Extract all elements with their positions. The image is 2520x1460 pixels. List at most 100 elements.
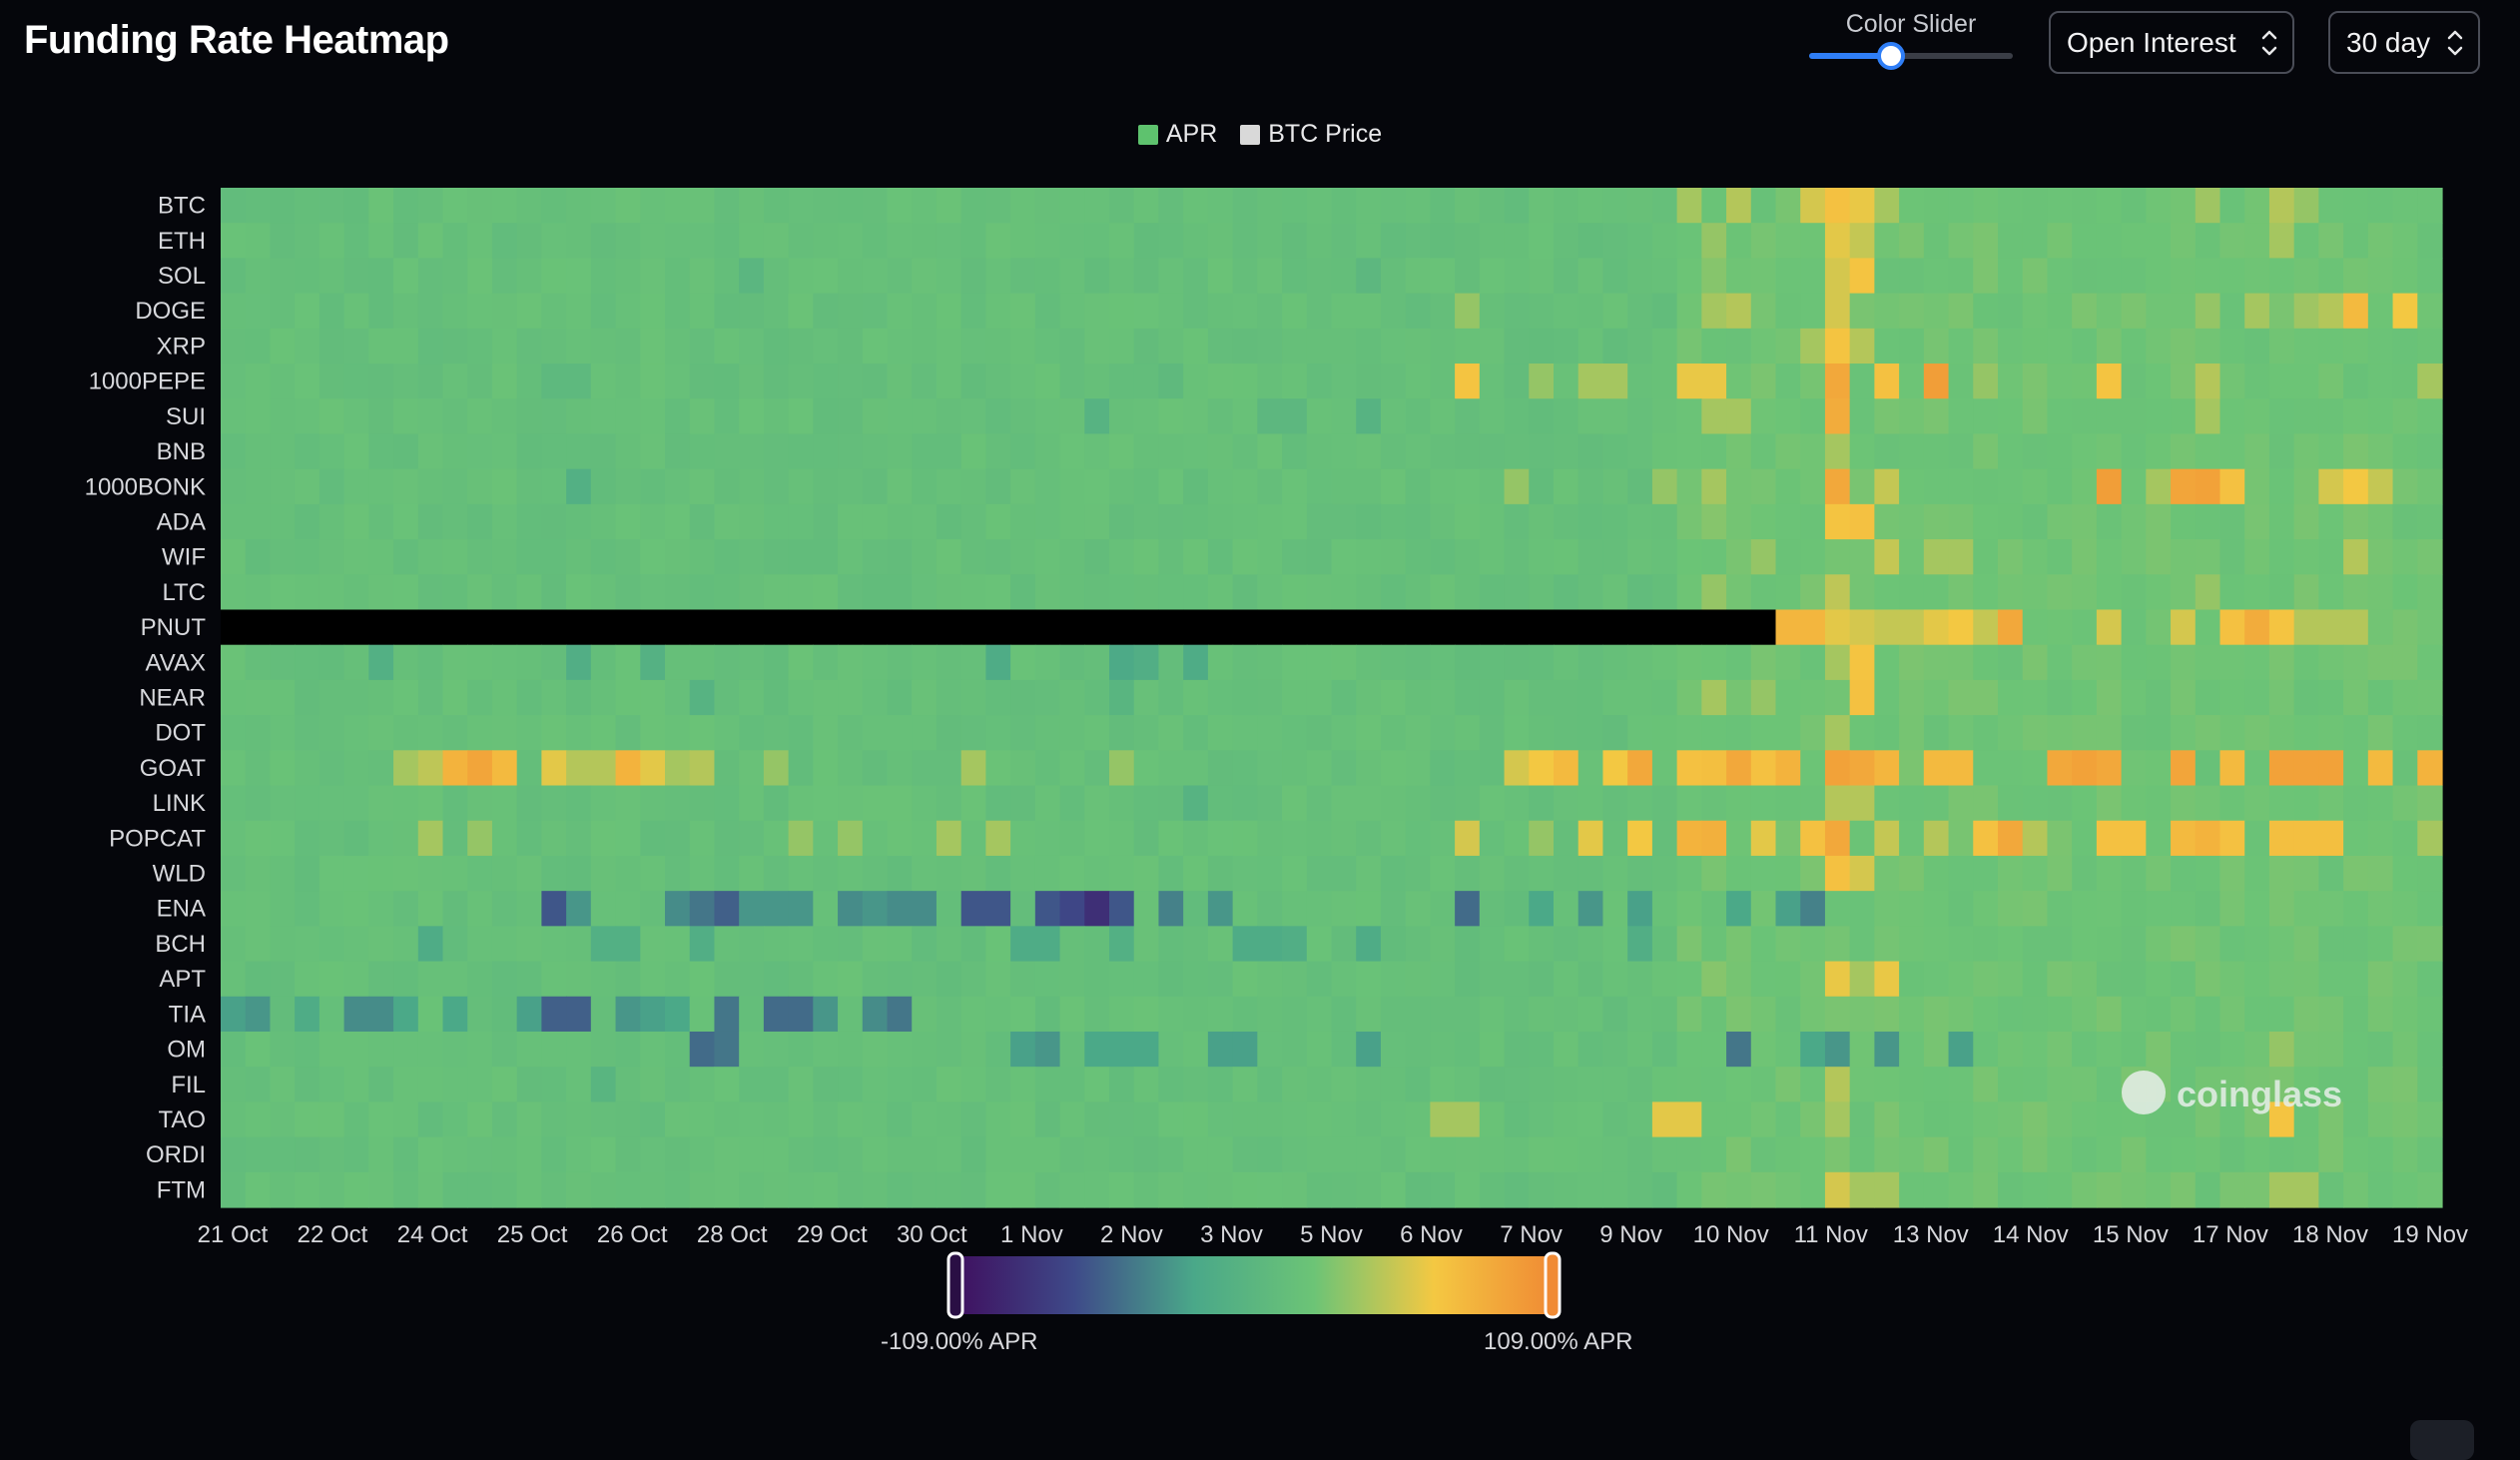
heatmap-cell[interactable] [590,574,617,611]
heatmap-cell[interactable] [1479,539,1506,575]
heatmap-cell[interactable] [2293,1101,2319,1138]
heatmap-cell[interactable] [221,855,247,892]
heatmap-cell[interactable] [1380,398,1407,435]
heatmap-cell[interactable] [689,679,716,716]
heatmap-cell[interactable] [2318,785,2344,822]
heatmap-cell[interactable] [1701,996,1727,1033]
heatmap-cell[interactable] [788,433,814,470]
heatmap-cell[interactable] [541,398,567,435]
heatmap-cell[interactable] [1529,223,1555,260]
heatmap-cell[interactable] [936,468,962,505]
heatmap-cell[interactable] [788,679,814,716]
heatmap-cell[interactable] [270,328,296,365]
heatmap-cell[interactable] [343,539,369,575]
heatmap-cell[interactable] [491,1101,518,1138]
heatmap-cell[interactable] [1084,820,1110,857]
heatmap-cell[interactable] [2318,364,2344,399]
heatmap-cell[interactable] [417,574,444,611]
heatmap-cell[interactable] [1232,644,1258,681]
heatmap-cell[interactable] [1726,715,1752,751]
heatmap-cell[interactable] [1577,398,1604,435]
heatmap-cell[interactable] [763,574,790,611]
heatmap-cell[interactable] [714,926,740,963]
heatmap-cell[interactable] [245,364,272,399]
heatmap-cell[interactable] [2171,258,2197,295]
heatmap-cell[interactable] [1257,891,1283,927]
heatmap-cell[interactable] [862,715,889,751]
heatmap-cell[interactable] [2195,1031,2221,1068]
heatmap-cell[interactable] [1726,398,1752,435]
heatmap-cell[interactable] [1651,1171,1678,1208]
heatmap-cell[interactable] [912,609,938,646]
metric-select[interactable]: Open Interest [2049,11,2294,74]
heatmap-cell[interactable] [221,891,247,927]
heatmap-cell[interactable] [689,609,716,646]
heatmap-cell[interactable] [1948,293,1974,330]
heatmap-cell[interactable] [640,398,666,435]
heatmap-cell[interactable] [1380,433,1407,470]
heatmap-cell[interactable] [1405,503,1431,540]
heatmap-cell[interactable] [2417,609,2443,646]
heatmap-cell[interactable] [368,1136,394,1173]
heatmap-cell[interactable] [813,293,839,330]
heatmap-cell[interactable] [1651,364,1678,399]
heatmap-cell[interactable] [1331,644,1357,681]
heatmap-cell[interactable] [2022,891,2049,927]
heatmap-cell[interactable] [1602,750,1628,787]
heatmap-cell[interactable] [1775,433,1801,470]
heatmap-cell[interactable] [1849,1067,1875,1102]
heatmap-cell[interactable] [1109,961,1135,998]
heatmap-cell[interactable] [1479,855,1506,892]
heatmap-cell[interactable] [343,1067,369,1102]
heatmap-cell[interactable] [2146,679,2172,716]
heatmap-cell[interactable] [1455,609,1481,646]
heatmap-cell[interactable] [1455,785,1481,822]
heatmap-cell[interactable] [2096,1136,2123,1173]
heatmap-cell[interactable] [1405,258,1431,295]
heatmap-cell[interactable] [1824,891,1851,927]
heatmap-cell[interactable] [960,364,986,399]
heatmap-cell[interactable] [1059,891,1085,927]
heatmap-cell[interactable] [2367,609,2394,646]
heatmap-cell[interactable] [1010,609,1036,646]
heatmap-cell[interactable] [2195,433,2221,470]
heatmap-cell[interactable] [2171,715,2197,751]
heatmap-cell[interactable] [1430,1101,1456,1138]
heatmap-cell[interactable] [640,503,666,540]
heatmap-cell[interactable] [739,785,765,822]
heatmap-cell[interactable] [2318,961,2344,998]
heatmap-cell[interactable] [343,293,369,330]
heatmap-cell[interactable] [491,574,518,611]
heatmap-cell[interactable] [1109,1101,1135,1138]
heatmap-cell[interactable] [739,293,765,330]
heatmap-cell[interactable] [1232,1136,1258,1173]
heatmap-cell[interactable] [1554,468,1579,505]
heatmap-cell[interactable] [2072,855,2098,892]
heatmap-cell[interactable] [640,328,666,365]
heatmap-cell[interactable] [2219,293,2245,330]
heatmap-cell[interactable] [813,1031,839,1068]
heatmap-cell[interactable] [838,679,864,716]
heatmap-cell[interactable] [516,1101,542,1138]
heatmap-cell[interactable] [442,1101,468,1138]
heatmap-cell[interactable] [1676,258,1702,295]
heatmap-cell[interactable] [1874,1101,1900,1138]
heatmap-cell[interactable] [640,188,666,224]
heatmap-cell[interactable] [1331,609,1357,646]
heatmap-cell[interactable] [1676,1171,1702,1208]
heatmap-cell[interactable] [1010,223,1036,260]
heatmap-cell[interactable] [2022,1031,2049,1068]
heatmap-cell[interactable] [1874,609,1900,646]
heatmap-cell[interactable] [1504,364,1530,399]
heatmap-cell[interactable] [516,223,542,260]
heatmap-cell[interactable] [1430,539,1456,575]
heatmap-cell[interactable] [1034,223,1061,260]
heatmap-cell[interactable] [2171,188,2197,224]
heatmap-cell[interactable] [1800,785,1826,822]
heatmap-cell[interactable] [1800,961,1826,998]
heatmap-cell[interactable] [2268,750,2295,787]
heatmap-cell[interactable] [2268,468,2295,505]
heatmap-cell[interactable] [1651,503,1678,540]
heatmap-cell[interactable] [862,926,889,963]
heatmap-cell[interactable] [2219,715,2245,751]
